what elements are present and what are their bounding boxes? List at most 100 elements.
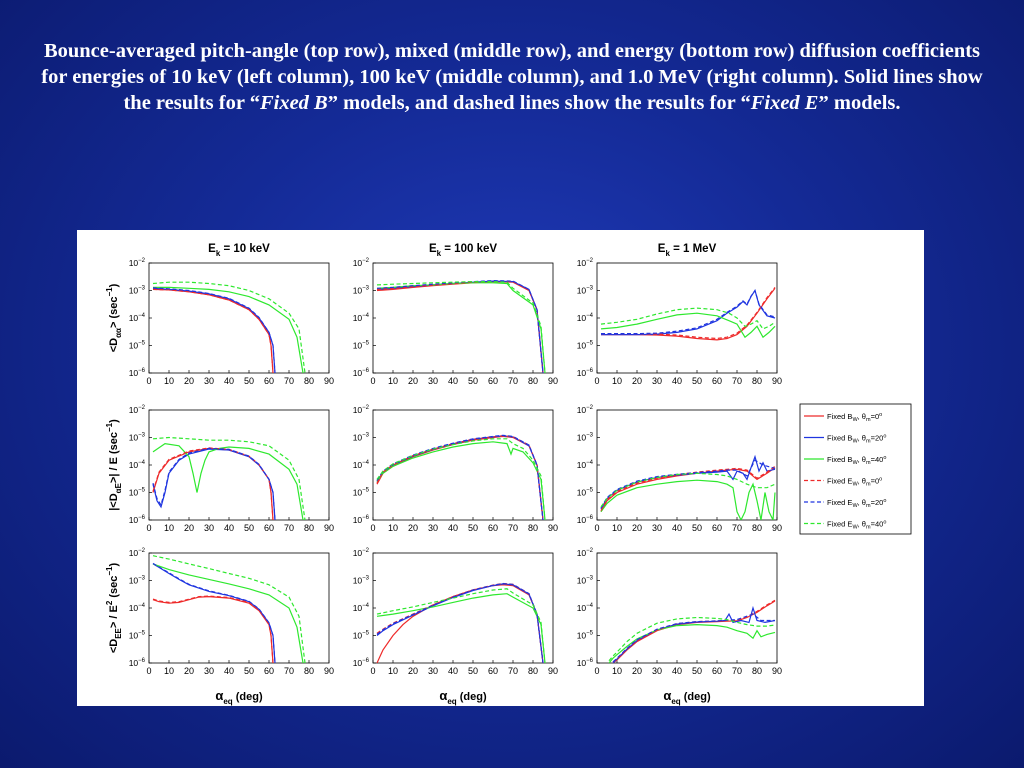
- x-tick-label: 20: [408, 666, 418, 676]
- x-tick-label: 70: [284, 523, 294, 533]
- y-tick-label: 10−4: [129, 313, 146, 323]
- x-tick-label: 50: [468, 376, 478, 386]
- y-tick-label: 10−2: [129, 405, 146, 415]
- x-tick-label: 10: [612, 523, 622, 533]
- x-tick-label: 40: [448, 666, 458, 676]
- column-title-0: Ek = 10 keV: [208, 243, 270, 258]
- y-tick-label: 10−3: [129, 433, 146, 443]
- y-tick-label: 10−5: [577, 341, 594, 351]
- row-label-0: <Dαα> (sec−1): [105, 283, 123, 352]
- x-tick-label: 10: [164, 523, 174, 533]
- plot-frame: [148, 409, 330, 521]
- series-line-green-dashed: [152, 436, 306, 520]
- x-tick-label: 40: [448, 376, 458, 386]
- x-tick-label: 10: [612, 376, 622, 386]
- x-tick-label: 40: [224, 523, 234, 533]
- legend-entry-0: Fixed BW, θm=0o: [827, 412, 882, 423]
- x-tick-label: 20: [184, 666, 194, 676]
- x-tick-label: 80: [304, 523, 314, 533]
- x-tick-label: 70: [732, 376, 742, 386]
- panel-r0-c1: 10−6 10−5 10−4 10−3 10−2 0 10 20 30 40 50 60 70 80 90: [353, 258, 558, 386]
- x-tick-label: 80: [752, 376, 762, 386]
- x-tick-label: 70: [732, 666, 742, 676]
- series-line-green-dashed: [152, 281, 306, 373]
- x-tick-label: 90: [548, 523, 558, 533]
- plot-frame: [372, 262, 554, 374]
- y-tick-label: 10−4: [577, 313, 594, 323]
- x-tick-label: 50: [244, 376, 254, 386]
- series-line-blue-solid: [152, 448, 276, 520]
- y-tick-label: 10−6: [353, 515, 370, 525]
- series-line-blue-dashed: [376, 434, 544, 520]
- x-tick-label: 70: [284, 376, 294, 386]
- plot-frame: [596, 552, 778, 664]
- caption-text-2: ” models, and dashed lines show the resu…: [327, 92, 751, 114]
- x-tick-label: 90: [772, 666, 782, 676]
- series-line-green-dashed: [608, 616, 776, 662]
- y-tick-label: 10−6: [353, 658, 370, 668]
- x-tick-label: 60: [712, 666, 722, 676]
- y-tick-label: 10−5: [129, 488, 146, 498]
- x-tick-label: 40: [448, 523, 458, 533]
- x-tick-label: 60: [264, 523, 274, 533]
- diffusion-coefficient-figure: Ek = 10 keV Ek = 100 keV Ek = 1 MeV <Dαα> (…: [105, 243, 912, 706]
- x-tick-label: 40: [672, 666, 682, 676]
- caption-italic-fixed-b: Fixed B: [259, 92, 328, 114]
- series-line-green-dashed: [600, 307, 776, 330]
- x-tick-label: 90: [772, 523, 782, 533]
- x-tick-label: 90: [324, 376, 334, 386]
- y-tick-label: 10−3: [353, 576, 370, 586]
- series-line-green-dashed: [600, 472, 776, 508]
- series-line-blue-dashed: [601, 289, 776, 335]
- x-tick-label: 0: [146, 523, 151, 533]
- column-title-1: Ek = 100 keV: [429, 243, 497, 258]
- series-line-green-dashed: [376, 280, 546, 373]
- x-tick-label: 20: [632, 376, 642, 386]
- x-tick-label: 90: [324, 666, 334, 676]
- panel-r1-c0: 10−6 10−5 10−4 10−3 10−2 0 10 20 30 40 50 60 70 80 90: [129, 405, 334, 533]
- y-tick-label: 10−3: [353, 433, 370, 443]
- x-tick-label: 50: [692, 666, 702, 676]
- figure-panel: Ek = 10 keV Ek = 100 keV Ek = 1 MeV <Dαα> (…: [77, 230, 924, 706]
- legend-entry-3: Fixed EW, θm=0o: [827, 477, 882, 488]
- plot-frame: [148, 262, 330, 374]
- y-tick-label: 10−2: [577, 405, 594, 415]
- caption-italic-fixed-e: Fixed E: [750, 92, 819, 114]
- figure-caption: Bounce-averaged pitch-angle (top row), m…: [40, 38, 984, 116]
- x-tick-label: 0: [370, 523, 375, 533]
- panel-r0-c0: 10−6 10−5 10−4 10−3 10−2 0 10 20 30 40 50 60 70 80 90: [129, 258, 334, 386]
- y-tick-label: 10−4: [353, 460, 370, 470]
- legend-box: [799, 403, 912, 535]
- legend-entry-2: Fixed BW, θm=40o: [827, 455, 886, 466]
- series-line-blue-dashed: [600, 459, 776, 509]
- panel-r1-c2: 10−6 10−5 10−4 10−3 10−2 0 10 20 30 40 50 60 70 80 90: [577, 405, 782, 533]
- series-line-green-dashed: [152, 555, 306, 663]
- x-tick-label: 80: [304, 666, 314, 676]
- y-tick-label: 10−2: [353, 405, 370, 415]
- series-line-red-dashed: [376, 280, 544, 373]
- x-tick-label: 10: [388, 523, 398, 533]
- y-tick-label: 10−4: [353, 313, 370, 323]
- x-tick-label: 70: [508, 666, 518, 676]
- legend-entry-1: Fixed BW, θm=20o: [827, 434, 886, 445]
- plot-frame: [596, 262, 778, 374]
- y-tick-label: 10−5: [353, 341, 370, 351]
- panel-r0-c2: 10−6 10−5 10−4 10−3 10−2 0 10 20 30 40 50 60 70 80 90: [577, 258, 782, 386]
- series-line-green-solid: [153, 286, 304, 373]
- y-tick-label: 10−5: [577, 631, 594, 641]
- panel-r2-c2: 10−6 10−5 10−4 10−3 10−2 0 10 20 30 40 50 60 70 80 90: [577, 548, 782, 676]
- x-tick-label: 0: [594, 523, 599, 533]
- row-label-1: |<DαE>| / E (sec−1): [105, 419, 123, 511]
- x-tick-label: 90: [548, 666, 558, 676]
- panel-r1-c1: 10−6 10−5 10−4 10−3 10−2 0 10 20 30 40 50 60 70 80 90: [353, 405, 558, 533]
- x-tick-label: 70: [284, 666, 294, 676]
- x-tick-label: 60: [712, 523, 722, 533]
- x-tick-label: 60: [264, 376, 274, 386]
- x-tick-label: 70: [732, 523, 742, 533]
- y-tick-label: 10−6: [129, 658, 146, 668]
- y-tick-label: 10−6: [577, 368, 594, 378]
- x-tick-label: 30: [204, 666, 214, 676]
- y-tick-label: 10−6: [129, 515, 146, 525]
- y-tick-label: 10−5: [353, 488, 370, 498]
- y-tick-label: 10−2: [577, 548, 594, 558]
